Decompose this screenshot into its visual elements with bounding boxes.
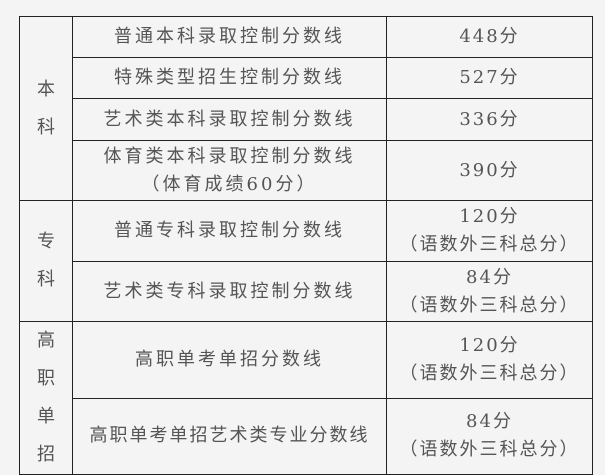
- group-gaozhi: 高职单招: [19, 321, 73, 475]
- table-row: 高职单考单招艺术类专业分数线 84分 （语数外三科总分）: [20, 397, 593, 475]
- group-zhuanke: 专科: [19, 200, 73, 322]
- score-value: 84分: [466, 266, 513, 288]
- row-score: 84分 （语数外三科总分）: [386, 261, 593, 322]
- table-row: 本科 普通本科录取控制分数线 448分: [19, 16, 593, 201]
- row-score: 120分 （语数外三科总分）: [386, 321, 593, 399]
- row-score: 120分 （语数外三科总分）: [386, 200, 593, 262]
- row-name: 艺术类本科录取控制分数线: [72, 98, 387, 141]
- row-score: 336分: [386, 98, 593, 141]
- group-label: 专科: [37, 231, 55, 290]
- row-score: 527分: [386, 57, 593, 99]
- row-name-note: （体育成绩60分）: [141, 173, 318, 195]
- table-row: 艺术类本科录取控制分数线 336分: [20, 98, 593, 141]
- row-name: 艺术类专科录取控制分数线: [72, 261, 387, 322]
- score-note: （语数外三科总分）: [399, 362, 580, 384]
- group-benke: 本科: [19, 16, 73, 201]
- row-score: 448分: [386, 16, 593, 58]
- row-name: 特殊类型招生控制分数线: [72, 57, 387, 99]
- score-value: 120分: [459, 206, 520, 227]
- row-name: 高职单考单招艺术类专业分数线: [72, 397, 387, 475]
- score-value: 84分: [466, 411, 513, 433]
- score-note: （语数外三科总分）: [399, 294, 580, 316]
- group-label: 高职单招: [37, 330, 55, 465]
- score-note: （语数外三科总分）: [399, 234, 580, 255]
- row-name: 普通专科录取控制分数线: [72, 200, 387, 262]
- score-note: （语数外三科总分）: [399, 439, 580, 461]
- row-name: 普通本科录取控制分数线: [72, 16, 387, 58]
- group-label: 本科: [37, 78, 55, 138]
- row-score: 390分: [386, 140, 593, 201]
- row-name-main: 体育类本科录取控制分数线: [103, 145, 356, 167]
- score-value: 120分: [459, 334, 520, 356]
- row-name: 体育类本科录取控制分数线 （体育成绩60分）: [72, 140, 387, 201]
- row-name: 高职单考单招分数线: [72, 321, 387, 399]
- table-row: 专科 普通专科录取控制分数线 120分 （语数外三科总分）: [19, 200, 593, 322]
- table-row: 艺术类专科录取控制分数线 84分 （语数外三科总分）: [20, 261, 593, 322]
- table-row: 高职单招 高职单考单招分数线 120分 （语数外三科总分）: [19, 321, 593, 475]
- table-row: 特殊类型招生控制分数线 527分: [20, 57, 593, 99]
- row-score: 84分 （语数外三科总分）: [386, 397, 593, 475]
- table-row: 体育类本科录取控制分数线 （体育成绩60分） 390分: [20, 140, 593, 201]
- score-table: 本科 普通本科录取控制分数线 448分 特殊类型招生控制分数线 527分 艺术类…: [19, 16, 593, 475]
